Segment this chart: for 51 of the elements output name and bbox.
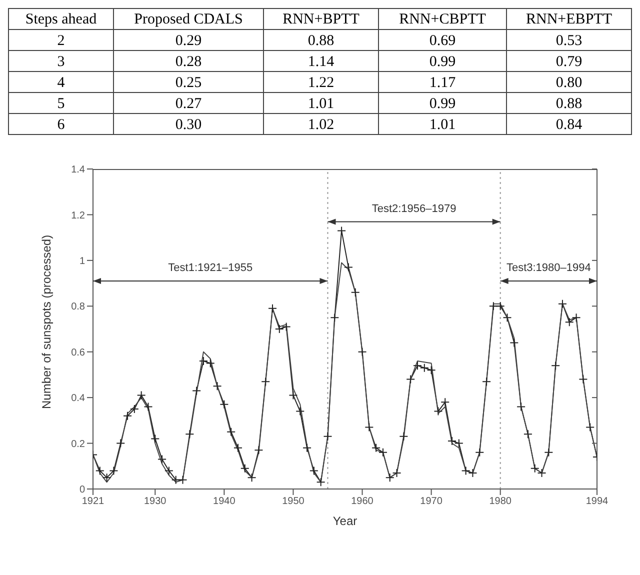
data-label: 1.01 [308,96,334,112]
data-label: 0.30 [175,117,202,133]
x-tick-label: 1940 [213,496,236,508]
y-tick-label: 0 [79,484,86,496]
data-label: 0.99 [429,54,456,70]
annotation: Test1:1921–1955 [168,262,253,274]
data-label: 0.28 [175,54,202,70]
x-tick-label: 1970 [420,496,443,508]
data-label: 0.88 [556,96,582,112]
data-label: 1.22 [308,75,334,91]
annotation: Test2:1956–1979 [372,202,456,215]
x-axis-title: Year [332,514,358,528]
y-tick-label: 1.2 [71,210,86,222]
annotation: Test3:1980–1994 [506,262,591,274]
data-label: 0.80 [556,75,582,91]
x-tick-label: 1921 [82,496,105,508]
y-tick-label: 3 [57,54,65,70]
x-tick-label: 1980 [489,496,512,508]
y-tick-label: 4 [57,75,66,91]
data-label: 0.99 [429,96,456,112]
y-tick-label: 1.4 [71,164,86,176]
y-tick-label: 0.2 [71,438,86,450]
x-tick-label: Proposed CDALS [134,12,243,28]
y-tick-label: 0.4 [71,393,86,404]
y-tick-label: 2 [57,33,65,49]
data-label: 0.29 [175,33,202,49]
y-axis-title: Number of sunspots (processed) [39,234,54,409]
data-label: 0.25 [175,75,202,91]
y-tick-label: 1 [79,256,86,267]
x-tick-label: 1994 [586,496,609,508]
x-tick-label: 1950 [282,496,305,508]
data-label: 1.02 [308,117,334,133]
x-tick-label: 1960 [351,496,374,508]
data-label: 0.84 [556,117,583,133]
data-label: 1.17 [429,75,456,91]
data-label: 0.79 [556,54,582,70]
x-tick-label: 1930 [144,496,167,508]
y-tick-label: 6 [57,117,66,133]
data-label: 1.01 [429,117,456,133]
data-label: 0.69 [429,33,456,49]
y-tick-label: 5 [57,96,65,112]
y-axis-title: Steps ahead [25,12,98,28]
data-label: 0.53 [556,33,582,49]
data-label: 1.14 [308,54,335,70]
x-tick-label: RNN+BPTT [282,12,360,28]
x-tick-label: RNN+CBPTT [399,12,486,28]
data-label: 0.88 [308,33,334,49]
y-tick-label: 0.8 [71,302,86,313]
data-label: 0.27 [175,96,202,112]
x-tick-label: RNN+EBPTT [526,12,612,28]
y-tick-label: 0.6 [71,347,86,358]
